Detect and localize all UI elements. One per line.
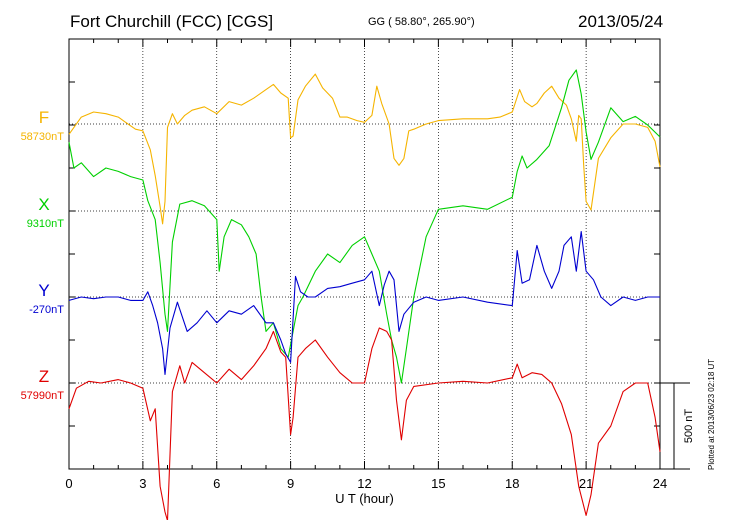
series-baseline-x: 9310nT xyxy=(27,218,65,230)
x-tick-label: 24 xyxy=(653,476,667,491)
series-baseline-z: 57990nT xyxy=(21,390,65,402)
series-name-y: Y xyxy=(38,281,49,300)
series-name-f: F xyxy=(39,108,49,127)
plotted-timestamp: Plotted at 2013/06/23 02:18 UT xyxy=(707,358,716,470)
x-tick-label: 9 xyxy=(287,476,294,491)
series-line-x xyxy=(68,69,661,384)
chart-title: Fort Churchill (FCC) [CGS] xyxy=(70,12,274,31)
series-line-z xyxy=(68,327,661,520)
x-tick-label: 0 xyxy=(65,476,72,491)
station-coordinates: GG ( 58.80°, 265.90°) xyxy=(368,16,475,28)
x-axis-label: U T (hour) xyxy=(335,491,394,506)
series-name-x: X xyxy=(38,195,49,214)
series-name-z: Z xyxy=(39,367,49,386)
x-tick-label: 6 xyxy=(213,476,220,491)
series-baseline-y: -270nT xyxy=(29,304,64,316)
series-line-y xyxy=(68,231,660,375)
x-tick-label: 12 xyxy=(357,476,371,491)
plot-frame xyxy=(68,38,661,470)
series-line-f xyxy=(68,73,661,225)
scale-bar-label: 500 nT xyxy=(683,409,695,444)
x-tick-label: 15 xyxy=(431,476,445,491)
x-tick-label: 3 xyxy=(139,476,146,491)
chart-date: 2013/05/24 xyxy=(578,12,664,31)
x-tick-label: 18 xyxy=(505,476,519,491)
x-tick-label: 21 xyxy=(579,476,593,491)
series-baseline-f: 58730nT xyxy=(21,131,65,143)
